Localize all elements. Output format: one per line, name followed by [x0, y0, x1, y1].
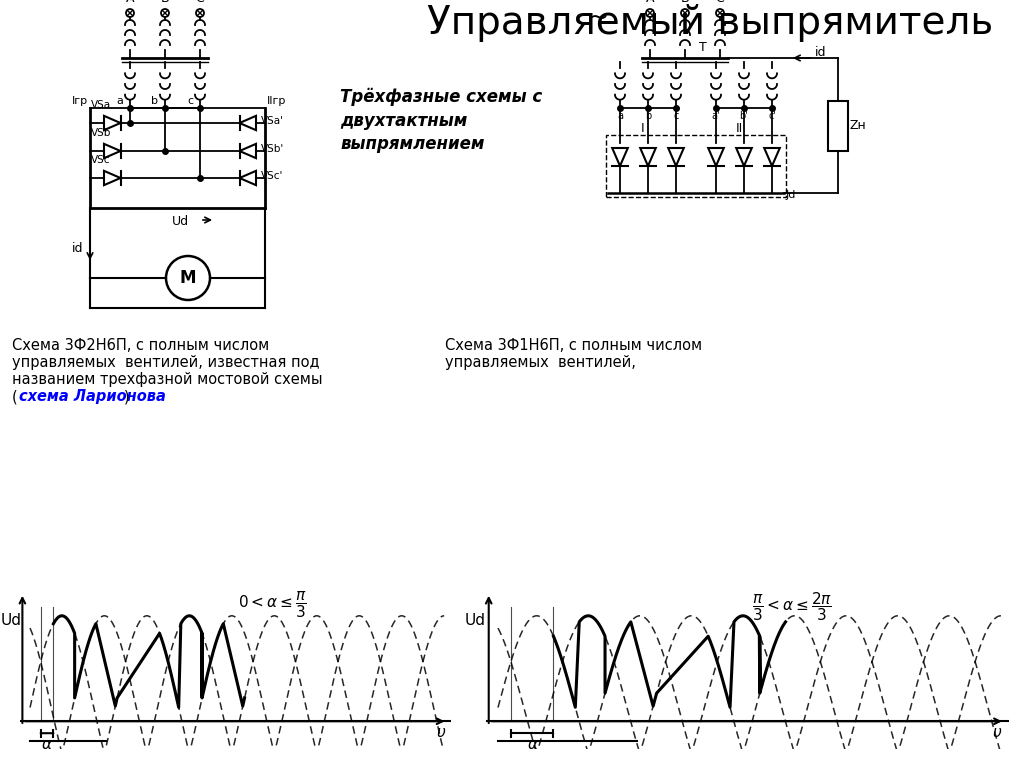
Text: VSa: VSa — [91, 100, 111, 110]
Text: Ud: Ud — [0, 613, 22, 628]
Polygon shape — [104, 170, 121, 185]
Text: (: ( — [12, 389, 17, 404]
Polygon shape — [612, 148, 628, 166]
Text: B: B — [681, 0, 689, 5]
Text: a': a' — [712, 111, 720, 121]
Text: α: α — [527, 737, 538, 752]
Bar — [606, 135, 786, 197]
Text: A: A — [646, 0, 654, 5]
Text: Jd: Jd — [786, 190, 797, 200]
Polygon shape — [709, 148, 724, 166]
Text: Zн: Zн — [850, 119, 866, 132]
Text: c: c — [187, 96, 194, 106]
Text: управляемых  вентилей, известная под: управляемых вентилей, известная под — [12, 355, 319, 370]
Polygon shape — [240, 144, 256, 158]
Text: VSb': VSb' — [261, 144, 285, 154]
Text: $\dfrac{\pi}{3} < \alpha \leq \dfrac{2\pi}{3}$: $\dfrac{\pi}{3} < \alpha \leq \dfrac{2\p… — [752, 590, 833, 623]
Text: VSc': VSc' — [261, 171, 284, 181]
Text: b: b — [152, 96, 159, 106]
Text: II: II — [735, 121, 742, 134]
Polygon shape — [764, 148, 780, 166]
Text: VSa': VSa' — [261, 116, 284, 126]
Text: υ: υ — [436, 725, 445, 740]
Text: a: a — [617, 111, 623, 121]
Bar — [828, 101, 848, 151]
Text: VSb: VSb — [91, 128, 112, 138]
Polygon shape — [736, 148, 752, 166]
Text: $0 < \alpha \leq \dfrac{\pi}{3}$: $0 < \alpha \leq \dfrac{\pi}{3}$ — [238, 590, 306, 620]
Text: A: A — [126, 0, 134, 5]
Text: id: id — [815, 47, 826, 59]
Polygon shape — [240, 170, 256, 185]
Text: b: b — [645, 111, 651, 121]
Text: Трёхфазные схемы с
двухтактным
выпрямлением: Трёхфазные схемы с двухтактным выпрямлен… — [340, 88, 543, 154]
Polygon shape — [640, 148, 655, 166]
Polygon shape — [104, 116, 121, 130]
Text: VSc: VSc — [91, 155, 111, 165]
Text: названием трехфазной мостовой схемы: названием трехфазной мостовой схемы — [12, 372, 323, 387]
Text: b': b' — [739, 111, 749, 121]
Text: I: I — [641, 121, 645, 134]
Text: ): ) — [124, 389, 130, 404]
Text: T: T — [699, 41, 707, 54]
Text: C: C — [716, 0, 724, 5]
Text: схема Ларионова: схема Ларионова — [19, 389, 166, 404]
Text: Управляемый выпрямитель: Управляемый выпрямитель — [427, 4, 993, 42]
Text: υ: υ — [992, 725, 1001, 740]
Text: ~: ~ — [588, 6, 608, 30]
Text: управляемых  вентилей,: управляемых вентилей, — [445, 355, 636, 370]
Text: Ud: Ud — [171, 215, 188, 228]
Text: Схема 3Ф2Н6П, с полным числом: Схема 3Ф2Н6П, с полным числом — [12, 338, 269, 353]
Text: Схема 3Ф1Н6П, с полным числом: Схема 3Ф1Н6П, с полным числом — [445, 338, 702, 353]
Text: M: M — [180, 269, 197, 287]
Text: Ud: Ud — [464, 613, 485, 628]
Text: c': c' — [768, 111, 776, 121]
Text: Iгр: Iгр — [72, 96, 88, 106]
Polygon shape — [240, 116, 256, 130]
Text: B: B — [161, 0, 169, 5]
Text: c: c — [674, 111, 679, 121]
Polygon shape — [104, 144, 121, 158]
Polygon shape — [669, 148, 684, 166]
Text: α: α — [42, 737, 52, 752]
Text: a: a — [117, 96, 124, 106]
Text: C: C — [196, 0, 205, 5]
Text: id: id — [73, 241, 84, 254]
Text: IIгр: IIгр — [267, 96, 287, 106]
